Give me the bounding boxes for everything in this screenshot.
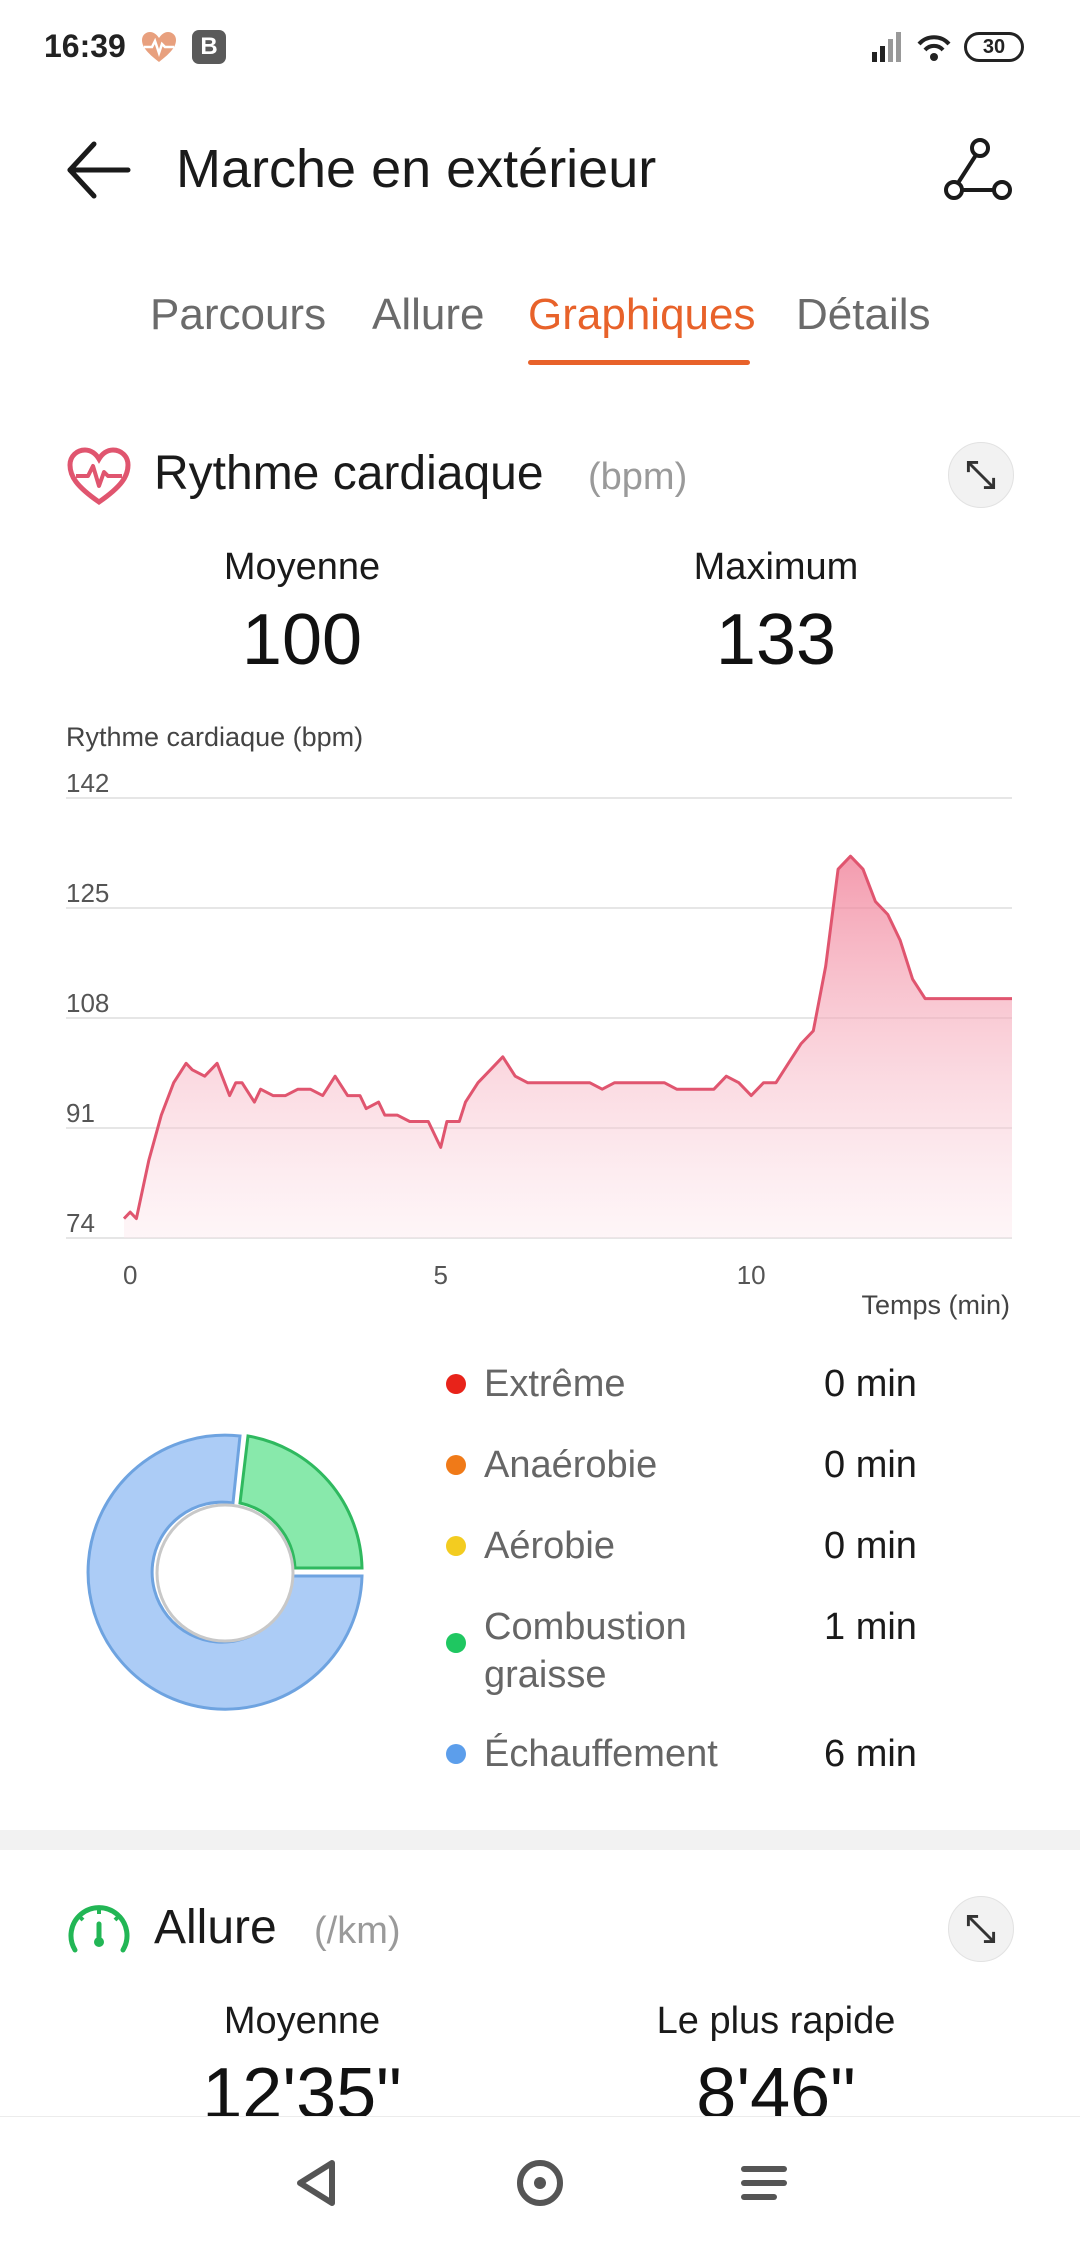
heart-rate-icon bbox=[142, 32, 176, 62]
x-tick-label: 10 bbox=[737, 1260, 766, 1290]
heart-rate-average: Moyenne 100 bbox=[92, 546, 512, 681]
pace-header: Allure (/km) bbox=[0, 1886, 1080, 1976]
legend-value: 1 min bbox=[824, 1606, 917, 1648]
maximum-label: Maximum bbox=[693, 546, 859, 588]
back-arrow-icon[interactable] bbox=[60, 130, 140, 210]
fatburn-color-dot bbox=[446, 1633, 466, 1653]
battery-icon: 30 bbox=[964, 32, 1024, 62]
signal-icon bbox=[872, 32, 901, 62]
tab-parcours[interactable]: Parcours bbox=[150, 290, 327, 339]
y-tick-label: 108 bbox=[66, 988, 109, 1018]
y-tick-label: 91 bbox=[66, 1098, 95, 1128]
status-b-badge: B bbox=[192, 30, 226, 64]
y-tick-label: 74 bbox=[66, 1208, 95, 1238]
nav-menu-icon[interactable] bbox=[734, 2153, 794, 2213]
donut-inner-ring bbox=[155, 1503, 295, 1643]
nav-back-icon[interactable] bbox=[286, 2153, 346, 2213]
app-bar: Marche en extérieur bbox=[0, 110, 1080, 230]
tab-bar: Parcours Allure Graphiques Détails bbox=[0, 290, 1080, 370]
zone-donut-chart bbox=[86, 1433, 364, 1711]
heart-rate-maximum: Maximum 133 bbox=[566, 546, 986, 681]
x-tick-label: 0 bbox=[123, 1260, 137, 1290]
legend-name: Échauffement bbox=[484, 1733, 718, 1775]
heart-rate-title: Rythme cardiaque bbox=[154, 447, 544, 500]
status-time: 16:39 bbox=[44, 28, 126, 64]
average-label: Moyenne bbox=[223, 546, 381, 588]
extreme-color-dot bbox=[446, 1374, 466, 1394]
chart-y-axis-label: Rythme cardiaque (bpm) bbox=[66, 722, 364, 752]
speedometer-icon bbox=[68, 1905, 130, 1953]
donut-slice-warmup bbox=[86, 1433, 364, 1711]
average-value: 100 bbox=[241, 600, 363, 680]
heart-rate-unit: (bpm) bbox=[588, 456, 688, 498]
page-title: Marche en extérieur bbox=[176, 139, 657, 199]
legend-value: 0 min bbox=[824, 1444, 917, 1486]
legend-name: Combustion graisse bbox=[484, 1606, 687, 1696]
maximum-value: 133 bbox=[715, 600, 837, 680]
tab-allure[interactable]: Allure bbox=[372, 290, 485, 339]
legend-name: Extrême bbox=[484, 1363, 626, 1405]
expand-icon[interactable] bbox=[948, 442, 1014, 508]
expand-icon[interactable] bbox=[948, 1896, 1014, 1962]
heart-rate-area bbox=[124, 856, 1012, 1238]
wifi-icon bbox=[917, 35, 951, 61]
legend-value: 0 min bbox=[824, 1525, 917, 1567]
legend-value: 6 min bbox=[824, 1733, 917, 1775]
pace-unit: (/km) bbox=[314, 1910, 401, 1952]
chart-x-axis-label: Temps (min) bbox=[861, 1290, 1010, 1320]
heart-rate-chart: Rythme cardiaque (bpm) 142 125 108 91 74 0 5 10… bbox=[0, 710, 1080, 1330]
active-tab-indicator bbox=[528, 360, 750, 365]
tab-details[interactable]: Détails bbox=[796, 290, 931, 339]
section-divider bbox=[0, 1830, 1080, 1850]
status-bar: 16:39 B 30 bbox=[0, 0, 1080, 96]
heart-rate-header: Rythme cardiaque (bpm) bbox=[0, 432, 1080, 522]
average-label: Moyenne bbox=[223, 2000, 381, 2042]
donut-slice-fatburn bbox=[238, 1434, 364, 1570]
route-icon[interactable] bbox=[940, 132, 1016, 208]
pace-average: Moyenne 12'35" bbox=[92, 2000, 512, 2135]
warmup-color-dot bbox=[446, 1744, 466, 1764]
aerobic-color-dot bbox=[446, 1536, 466, 1556]
tab-graphiques[interactable]: Graphiques bbox=[528, 290, 756, 339]
system-nav-bar bbox=[0, 2116, 1080, 2246]
heart-rate-icon bbox=[67, 447, 131, 506]
legend-name: Aérobie bbox=[484, 1525, 615, 1567]
y-tick-label: 125 bbox=[66, 878, 109, 908]
nav-home-icon[interactable] bbox=[510, 2153, 570, 2213]
heart-rate-line bbox=[122, 854, 1012, 1221]
legend-value: 0 min bbox=[824, 1363, 917, 1405]
pace-title: Allure bbox=[154, 1901, 277, 1954]
pace-fastest: Le plus rapide 8'46" bbox=[566, 2000, 986, 2135]
anaerobic-color-dot bbox=[446, 1455, 466, 1475]
fastest-label: Le plus rapide bbox=[656, 2000, 896, 2042]
legend-name: Anaérobie bbox=[484, 1444, 658, 1486]
y-tick-label: 142 bbox=[66, 768, 109, 798]
heart-rate-chart-svg: 142 125 108 91 74 0 5 10 bbox=[66, 768, 1012, 1290]
x-tick-label: 5 bbox=[433, 1260, 447, 1290]
